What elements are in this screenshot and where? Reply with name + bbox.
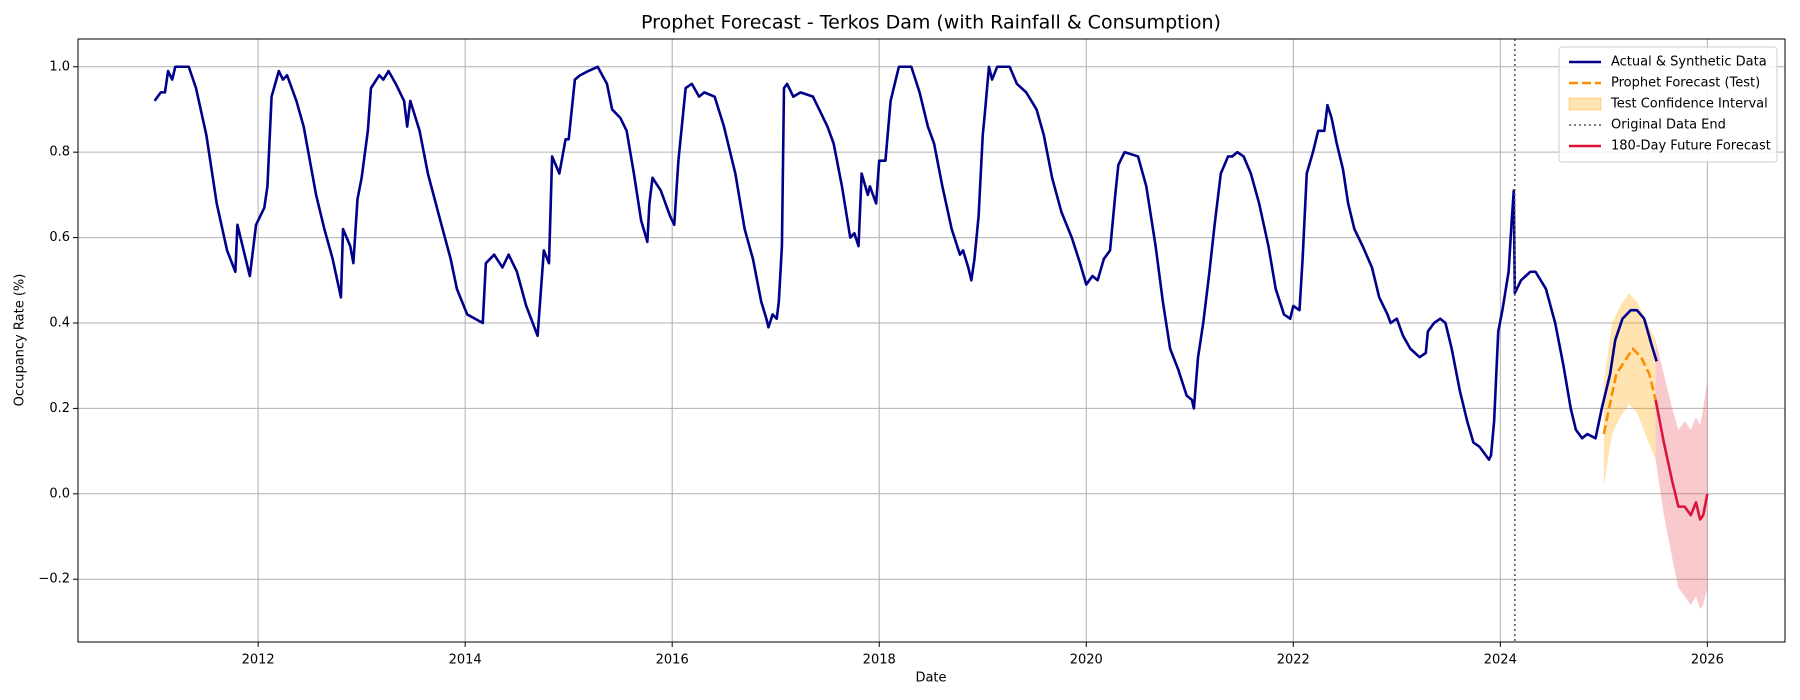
legend-label: Actual & Synthetic Data	[1611, 55, 1767, 70]
legend-box	[1558, 46, 1778, 163]
series-line	[1654, 399, 1709, 521]
x-tick-label: 2016	[656, 653, 689, 668]
chart-title: Prophet Forecast - Terkos Dam (with Rain…	[641, 12, 1221, 34]
x-tick-label: 2024	[1484, 653, 1517, 668]
x-tick-label: 2014	[449, 653, 482, 668]
plot-frame	[77, 38, 1786, 643]
legend-label: 180-Day Future Forecast	[1611, 139, 1771, 154]
series-line	[1602, 347, 1657, 435]
x-tick-label: 2022	[1277, 653, 1310, 668]
x-axis-label: Date	[915, 671, 946, 686]
legend-swatch	[1568, 97, 1602, 111]
y-tick-label: 1.0	[49, 59, 70, 74]
x-tick-label: 2026	[1691, 653, 1724, 668]
legend-label: Prophet Forecast (Test)	[1611, 76, 1760, 91]
y-tick-label: 0.6	[49, 230, 70, 245]
y-tick-label: 0.0	[49, 486, 70, 501]
x-tick-label: 2012	[242, 653, 275, 668]
x-tick-label: 2020	[1070, 653, 1103, 668]
y-tick-label: 0.4	[49, 315, 70, 330]
y-tick-label: 0.2	[49, 401, 70, 416]
legend-label: Original Data End	[1611, 118, 1726, 133]
series-line	[153, 65, 1658, 461]
y-tick-label: 0.8	[49, 145, 70, 160]
legend: Actual & Synthetic Data Prophet Forecast …	[1558, 46, 1778, 163]
y-axis-label: Occupancy Rate (%)	[13, 274, 28, 407]
legend-label: Test Confidence Interval	[1610, 97, 1768, 112]
y-tick-label: −0.2	[38, 572, 70, 587]
confidence-band	[1655, 340, 1708, 610]
x-tick-label: 2018	[863, 653, 896, 668]
confidence-band	[1603, 293, 1656, 486]
